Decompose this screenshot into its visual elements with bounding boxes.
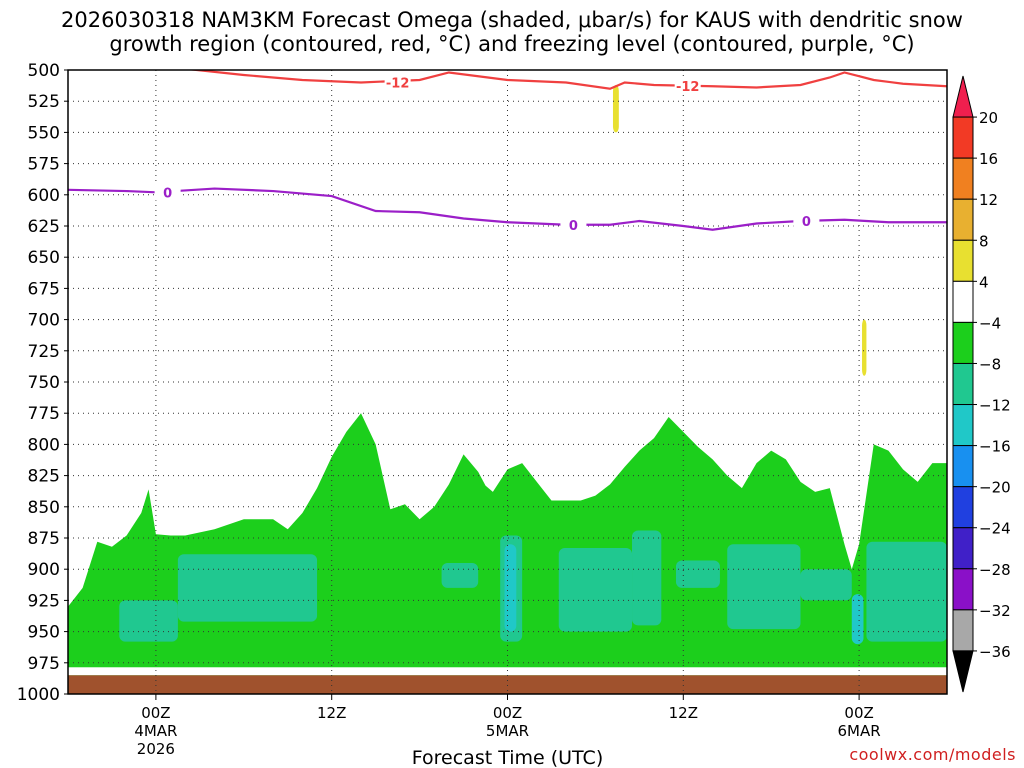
surface-gap xyxy=(68,667,947,676)
x-tick-label: 5MAR xyxy=(486,722,529,740)
colorbar-label: 12 xyxy=(979,191,998,209)
omega-cell xyxy=(612,84,619,133)
omega-cell xyxy=(675,560,720,588)
colorbar-label: −20 xyxy=(979,479,1011,497)
colorbar-label: −8 xyxy=(979,355,1001,373)
colorbar-label: −36 xyxy=(979,643,1011,661)
contour-label: 0 xyxy=(802,215,811,230)
colorbar-top-arrow xyxy=(952,75,974,118)
y-tick-label: 825 xyxy=(28,467,60,487)
colorbar-label: 20 xyxy=(979,109,998,127)
omega-cell xyxy=(851,594,864,645)
contour-line xyxy=(186,70,947,90)
y-tick-label: 575 xyxy=(28,155,60,175)
colorbar-bottom-arrow xyxy=(952,650,974,693)
ground-band xyxy=(68,675,947,694)
colorbar-swatch xyxy=(952,445,974,488)
colorbar-swatch xyxy=(952,239,974,282)
colorbar-swatch xyxy=(952,321,974,364)
y-tick-label: 600 xyxy=(28,186,60,206)
colorbar-swatch xyxy=(952,527,974,570)
omega-cell xyxy=(441,562,479,588)
omega-cell xyxy=(866,541,947,642)
x-tick-label: 2026 xyxy=(137,740,175,758)
colorbar-label: −12 xyxy=(979,397,1011,415)
colorbar-swatch xyxy=(952,198,974,241)
contour-label: 0 xyxy=(569,219,578,234)
y-tick-label: 925 xyxy=(28,591,60,611)
colorbar-swatch xyxy=(952,362,974,406)
y-tick-label: 675 xyxy=(28,279,60,299)
y-tick-label: 525 xyxy=(28,92,60,112)
omega-cell xyxy=(862,319,867,376)
colorbar-swatch xyxy=(952,568,974,611)
colorbar-label: −28 xyxy=(979,561,1011,579)
colorbar-swatch xyxy=(952,609,974,652)
omega-cell xyxy=(558,547,633,632)
y-tick-label: 650 xyxy=(28,248,60,268)
colorbar-swatch xyxy=(952,157,974,200)
y-tick-label: 1000 xyxy=(17,685,60,705)
contour-label-bg xyxy=(793,213,820,230)
y-tick-label: 500 xyxy=(28,61,60,81)
colorbar-label: −16 xyxy=(979,438,1011,456)
y-tick-label: 725 xyxy=(28,342,60,362)
contour-label-bg xyxy=(560,216,587,233)
colorbar-label: −32 xyxy=(979,602,1011,620)
omega-cell xyxy=(632,530,662,626)
omega-cell xyxy=(504,544,517,632)
y-tick-label: 625 xyxy=(28,217,60,237)
colorbar-swatch xyxy=(952,404,974,447)
contour-label-bg xyxy=(154,184,181,201)
y-tick-label: 875 xyxy=(28,529,60,549)
watermark: coolwx.com/models xyxy=(849,745,1016,764)
colorbar-label: 8 xyxy=(979,232,989,250)
colorbar-swatch xyxy=(952,116,974,159)
plot-area: -12 -12 0 0 0 xyxy=(68,70,947,694)
chart-title-line1: 2026030318 NAM3KM Forecast Omega (shaded… xyxy=(61,8,963,32)
x-axis-label: Forecast Time (UTC) xyxy=(412,747,603,768)
y-tick-label: 975 xyxy=(28,654,60,674)
contour-label: 0 xyxy=(163,186,172,201)
contour-label-bg xyxy=(674,78,701,95)
y-tick-label: 550 xyxy=(28,123,60,143)
y-tick-label: 800 xyxy=(28,435,60,455)
omega-cell xyxy=(800,569,852,601)
contour-label: -12 xyxy=(676,80,700,95)
colorbar-label: 4 xyxy=(979,273,989,291)
x-tick-label: 00Z xyxy=(844,704,873,722)
x-tick-label: 4MAR xyxy=(134,722,177,740)
y-tick-label: 950 xyxy=(28,623,60,643)
omega-cell xyxy=(727,544,801,630)
x-tick-label: 12Z xyxy=(317,704,346,722)
colorbar-label: −24 xyxy=(979,520,1011,538)
omega-cell xyxy=(119,600,178,642)
y-tick-label: 900 xyxy=(28,560,60,580)
contour-label: -12 xyxy=(386,76,410,91)
x-tick-label: 00Z xyxy=(141,704,170,722)
colorbar-swatch xyxy=(952,486,974,529)
y-tick-label: 775 xyxy=(28,404,60,424)
colorbar-label: −4 xyxy=(979,314,1001,332)
contour-line xyxy=(68,187,947,231)
y-tick-label: 850 xyxy=(28,498,60,518)
y-tick-label: 750 xyxy=(28,373,60,393)
omega-cell xyxy=(177,554,318,622)
x-tick-label: 12Z xyxy=(669,704,698,722)
x-tick-label: 00Z xyxy=(493,704,522,722)
x-tick-label: 6MAR xyxy=(838,722,881,740)
contour-label-bg xyxy=(384,74,411,91)
colorbar-label: 16 xyxy=(979,150,998,168)
y-tick-label: 700 xyxy=(28,311,60,331)
colorbar-swatch xyxy=(952,280,974,323)
chart-title-line2: growth region (contoured, red, °C) and f… xyxy=(109,32,915,56)
